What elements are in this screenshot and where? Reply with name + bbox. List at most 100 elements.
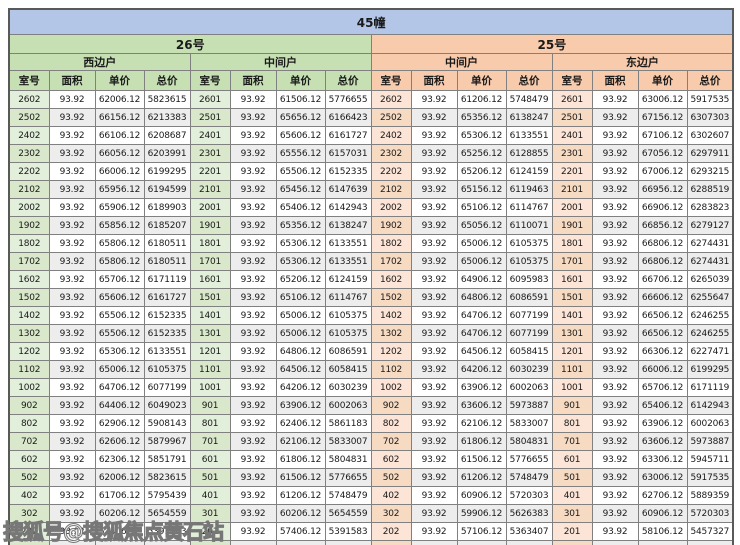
cell-room-no: 2202 <box>370 162 412 181</box>
cell-unit-price: 65006.12 <box>456 252 507 271</box>
cell-unit-price: 64406.12 <box>94 396 145 415</box>
cell-total-price: 5833007 <box>324 432 372 451</box>
cell-area: 93.92 <box>410 288 458 307</box>
cell-room-no: 1101 <box>189 360 231 379</box>
cell-total-price: 6142943 <box>324 198 372 217</box>
building-25-header: 25号 <box>370 34 734 54</box>
cell-unit-price: 66106.12 <box>94 126 145 145</box>
cell-total-price: 5823615 <box>143 90 191 109</box>
cell-total-price: 6105375 <box>505 234 553 253</box>
price-table-body: 2602 93.92 62006.12 5823615 2601 93.92 61506.1… <box>8 90 734 545</box>
cell-room-no: 502 <box>370 468 412 487</box>
cell-room-no: 1802 <box>370 234 412 253</box>
cell-unit-price: 67006.12 <box>637 162 688 181</box>
cell-area: 93.92 <box>591 450 639 469</box>
cell-area: 93.92 <box>229 522 277 541</box>
cell-area: 93.92 <box>591 378 639 397</box>
cell-area: 93.92 <box>229 540 277 545</box>
cell-area: 93.92 <box>591 108 639 127</box>
cell-area: 93.92 <box>48 378 96 397</box>
cell-area: 93.92 <box>591 522 639 541</box>
cell-area: 93.92 <box>591 144 639 163</box>
cell-unit-price: 66006.12 <box>637 360 688 379</box>
cell-total-price: 5776655 <box>324 90 372 109</box>
cell-unit-price: 59906.12 <box>456 504 507 523</box>
cell-unit-price: 60906.12 <box>637 504 688 523</box>
cell-room-no: 501 <box>551 468 593 487</box>
cell-unit-price: 66606.12 <box>637 288 688 307</box>
cell-total-price: 6077199 <box>505 306 553 325</box>
cell-room-no: 2602 <box>8 90 50 109</box>
cell-total-price: 5879967 <box>143 432 191 451</box>
cell-room-no: 1401 <box>189 306 231 325</box>
cell-area: 93.92 <box>410 270 458 289</box>
cell-area: 93.92 <box>410 396 458 415</box>
cell-total-price: 6133551 <box>324 234 372 253</box>
cell-total-price: 5391583 <box>324 522 372 541</box>
cell-room-no: 1301 <box>189 324 231 343</box>
cell-area: 93.92 <box>591 180 639 199</box>
col-header-unit-price: 单价 <box>94 70 145 91</box>
col-header-unit-price: 单价 <box>456 70 507 91</box>
cell-area: 93.92 <box>48 180 96 199</box>
cell-unit-price: 66956.12 <box>637 180 688 199</box>
col-header-area: 面积 <box>48 70 96 91</box>
cell-total-price: 6157031 <box>324 144 372 163</box>
cell-area: 93.92 <box>48 288 96 307</box>
cell-unit-price: 65206.12 <box>275 270 326 289</box>
cell-room-no: 202 <box>8 522 50 541</box>
cell-unit-price: 64706.12 <box>94 378 145 397</box>
cell-total-price: 5973887 <box>505 396 553 415</box>
cell-unit-price: 54606.12 <box>456 540 507 545</box>
cell-area: 93.92 <box>410 90 458 109</box>
col-header-room: 室号 <box>8 70 50 91</box>
cell-total-price: 5861183 <box>324 414 372 433</box>
cell-area: 93.92 <box>229 198 277 217</box>
cell-total-price: 6246255 <box>686 306 734 325</box>
cell-area: 93.92 <box>410 342 458 361</box>
cell-unit-price: 64506.12 <box>275 360 326 379</box>
cell-area: 93.92 <box>48 108 96 127</box>
cell-area: 93.92 <box>591 360 639 379</box>
cell-total-price: 6293215 <box>686 162 734 181</box>
cell-unit-price: 64206.12 <box>456 360 507 379</box>
cell-unit-price: 65106.12 <box>275 288 326 307</box>
cell-total-price: 6142943 <box>686 396 734 415</box>
cell-total-price: 6030239 <box>324 378 372 397</box>
cell-unit-price: 60906.12 <box>456 486 507 505</box>
cell-room-no: 1402 <box>8 306 50 325</box>
cell-total-price: 6152335 <box>143 324 191 343</box>
cell-total-price: 6086591 <box>505 288 553 307</box>
cell-total-price: 6297911 <box>686 144 734 163</box>
cell-total-price: 6119463 <box>505 180 553 199</box>
col-header-total-price: 总价 <box>686 70 734 91</box>
cell-unit-price: 65706.12 <box>637 378 688 397</box>
cell-unit-price: 65556.12 <box>275 144 326 163</box>
unit-header-middle-26: 中间户 <box>189 53 372 71</box>
cell-total-price: 6152335 <box>324 162 372 181</box>
cell-room-no: 2302 <box>370 144 412 163</box>
cell-unit-price: 65306.12 <box>275 252 326 271</box>
table-row: 1602 93.92 65706.12 6171119 1601 93.92 65206.1… <box>8 270 734 289</box>
cell-total-price: 6002063 <box>686 414 734 433</box>
cell-total-price: 6058415 <box>505 342 553 361</box>
cell-total-price: 5917535 <box>686 90 734 109</box>
cell-total-price: 5945711 <box>686 450 734 469</box>
cell-unit-price: 57406.12 <box>275 522 326 541</box>
cell-total-price: 6128855 <box>505 144 553 163</box>
cell-room-no: 101 <box>189 540 231 545</box>
cell-room-no: 1201 <box>551 342 593 361</box>
cell-area: 93.92 <box>48 396 96 415</box>
cell-total-price: 6246255 <box>686 324 734 343</box>
cell-total-price: 5457327 <box>686 522 734 541</box>
cell-unit-price: 62106.12 <box>456 414 507 433</box>
cell-room-no: 501 <box>189 468 231 487</box>
cell-room-no: 2602 <box>370 90 412 109</box>
cell-unit-price: 65306.12 <box>275 234 326 253</box>
cell-unit-price: 66806.12 <box>637 252 688 271</box>
cell-room-no: 2201 <box>189 162 231 181</box>
cell-room-no: 1101 <box>551 360 593 379</box>
table-row: 1402 93.92 65506.12 6152335 1401 93.92 65006.1… <box>8 306 734 325</box>
cell-total-price: 5776655 <box>505 450 553 469</box>
cell-unit-price: 65656.12 <box>275 108 326 127</box>
